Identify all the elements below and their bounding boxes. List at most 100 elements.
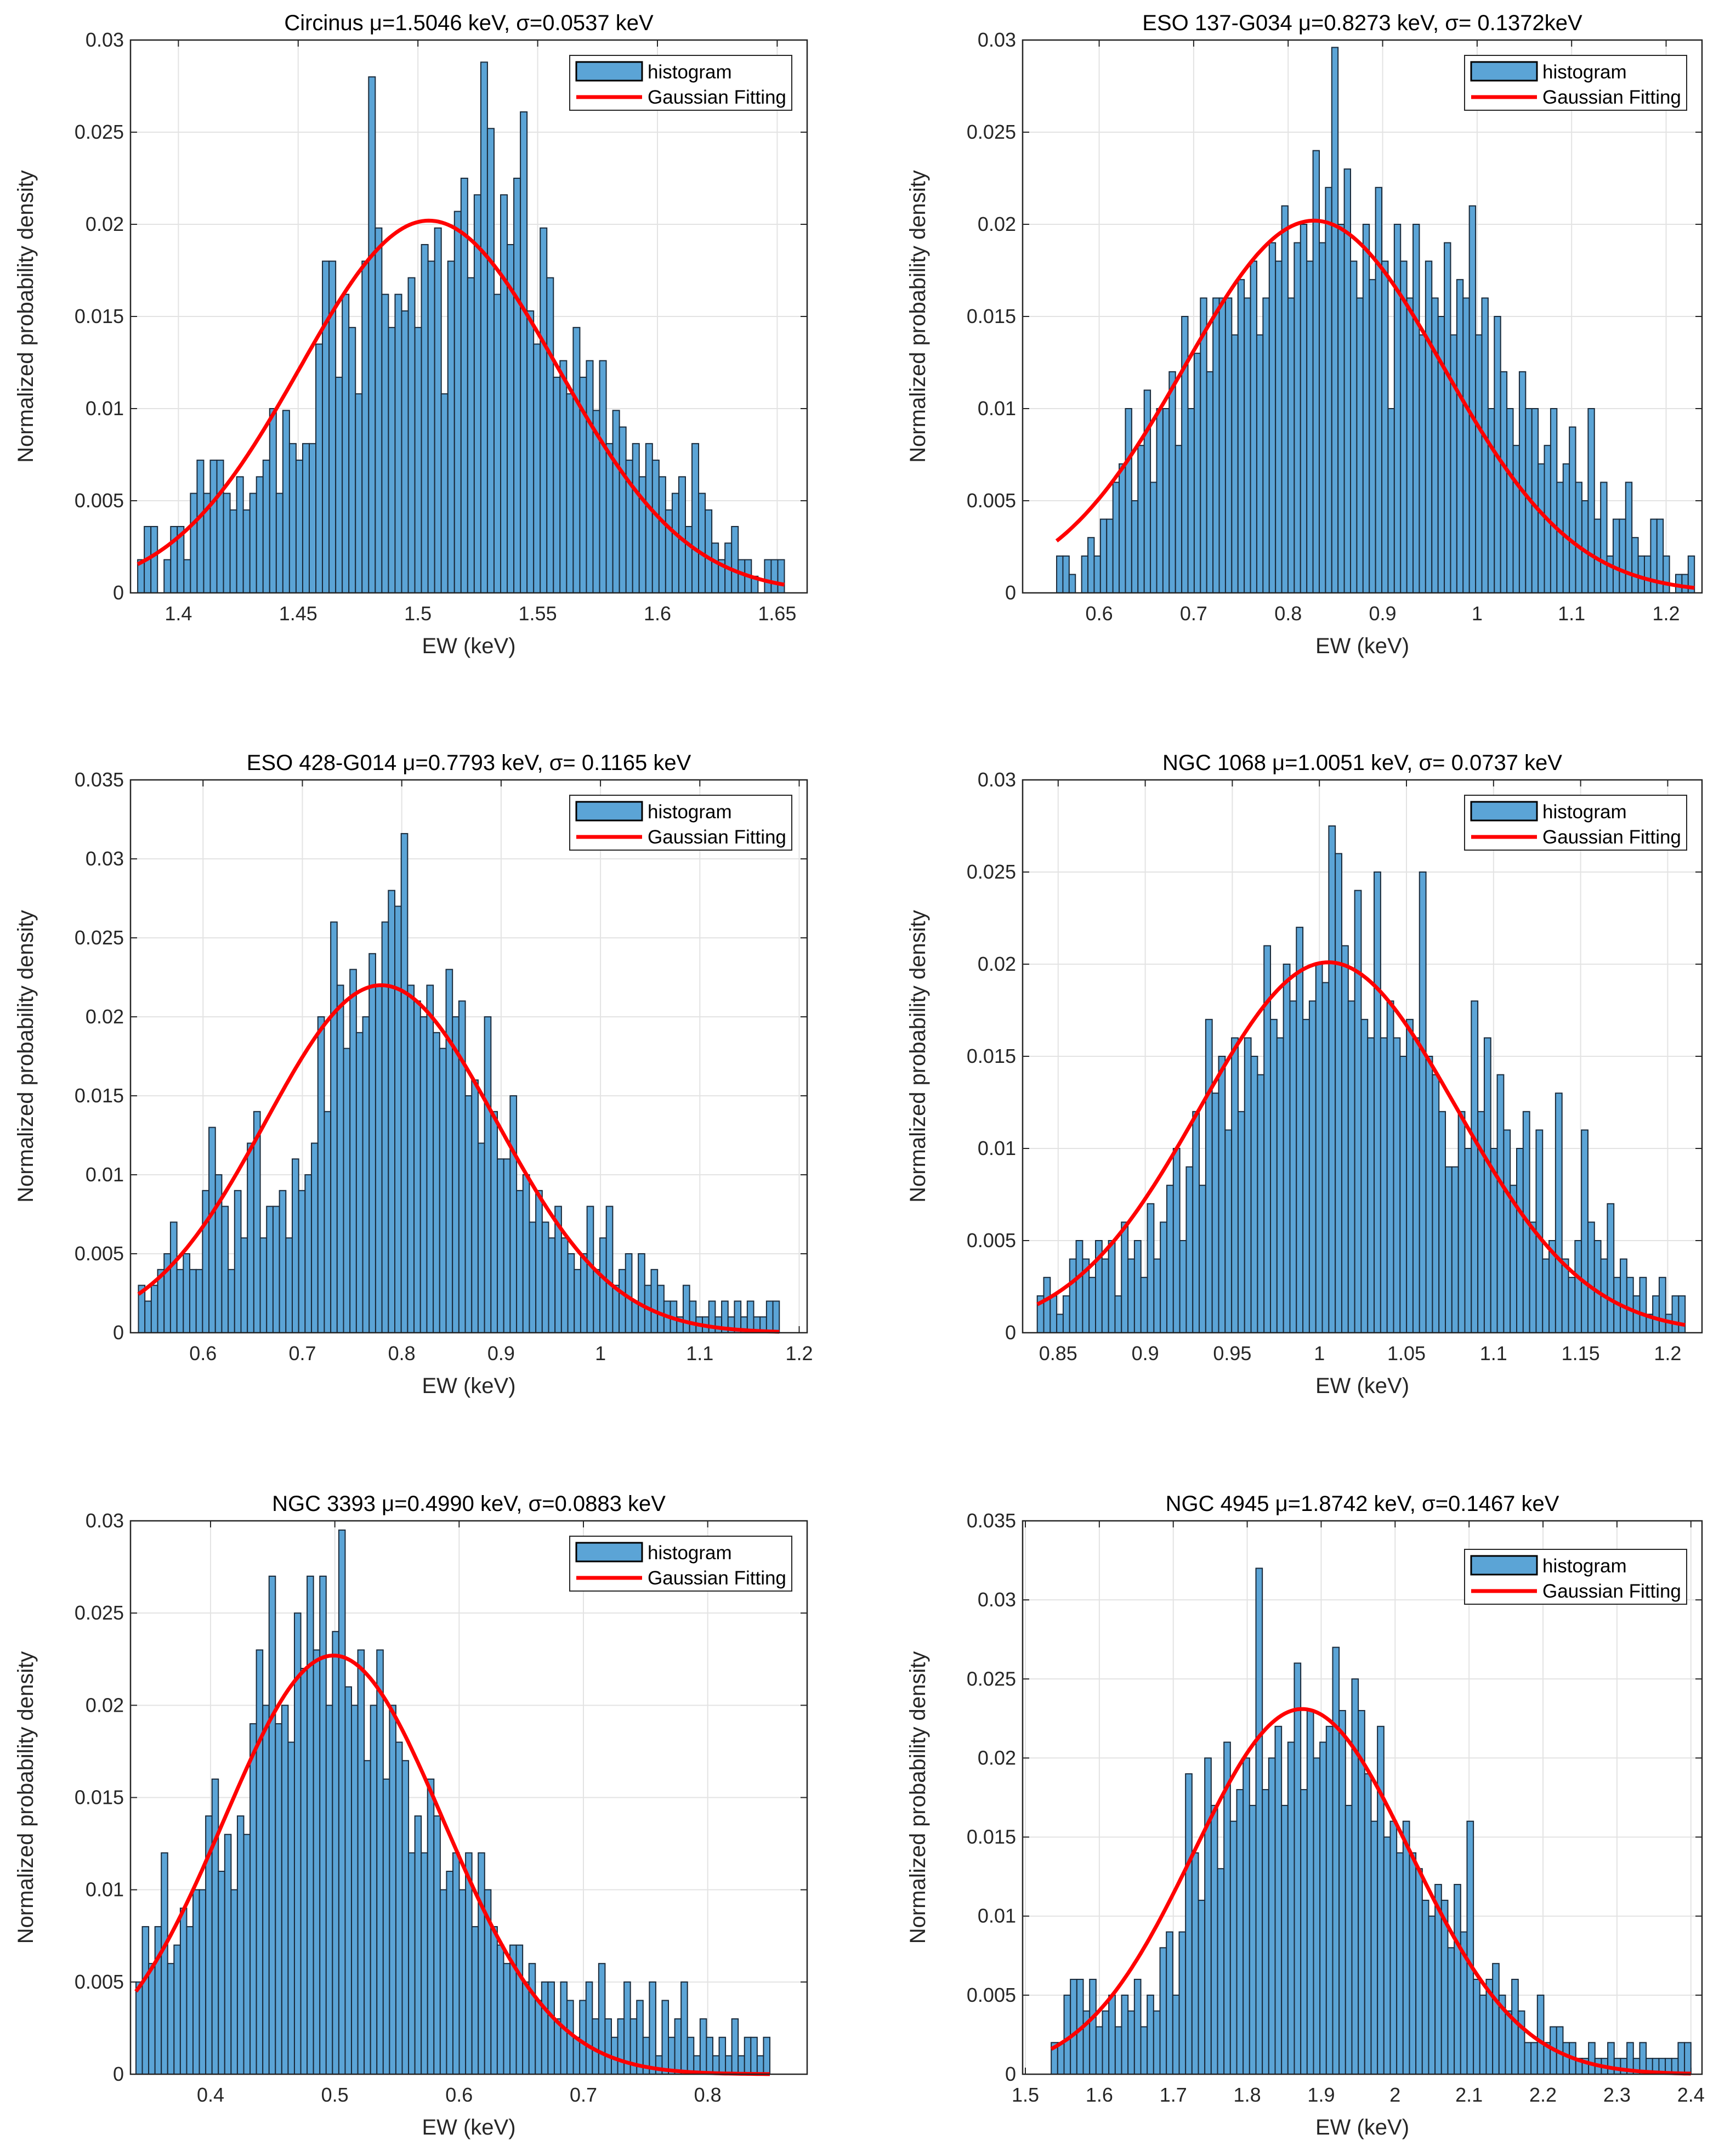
histogram-bar (1503, 1129, 1511, 1333)
histogram-bar (446, 1871, 453, 2075)
histogram-bar (161, 1852, 168, 2075)
histogram-bar (1677, 2042, 1686, 2075)
y-tick-label: 0 (1005, 1321, 1016, 1344)
histogram-bar (1425, 261, 1433, 593)
histogram-bar (497, 1158, 504, 1333)
x-tick-label: 1.05 (1387, 1342, 1426, 1365)
histogram-bar (1344, 1804, 1353, 2075)
legend-fit-label: Gaussian Fitting (1542, 827, 1681, 848)
x-tick-label: 2.3 (1603, 2084, 1631, 2106)
histogram-bar (1619, 518, 1626, 593)
histogram-bar (218, 1871, 225, 2075)
histogram-bar (1492, 1963, 1500, 2075)
histogram-bar (687, 2036, 695, 2075)
histogram-bar (1620, 1258, 1627, 1334)
legend-fit-label: Gaussian Fitting (648, 1567, 786, 1589)
histogram-bar (434, 227, 442, 594)
histogram-bar (202, 1190, 210, 1334)
histogram-bar (1237, 279, 1245, 593)
histogram-bar (645, 443, 653, 594)
histogram-bar (458, 1000, 466, 1333)
histogram-bar (1168, 371, 1176, 593)
y-tick-label: 0.01 (86, 1878, 124, 1901)
histogram-bar (1187, 408, 1195, 593)
y-tick-label: 0.01 (86, 1163, 124, 1186)
histogram-bar (699, 2018, 707, 2075)
histogram-bar (1350, 261, 1358, 593)
x-tick-label: 0.4 (197, 2084, 224, 2106)
y-tick-label: 0.005 (75, 1242, 124, 1265)
histogram-bar (1457, 1111, 1466, 1334)
histogram-bar (400, 833, 409, 1334)
y-tick-label: 0.015 (75, 305, 124, 327)
histogram-bar (1658, 1277, 1666, 1333)
histogram-bar (1387, 408, 1395, 593)
histogram-bar (381, 293, 389, 593)
histogram-bar (1369, 279, 1376, 593)
histogram-bar (599, 360, 607, 593)
histogram-bar (503, 1158, 511, 1333)
histogram-bar (1471, 1000, 1479, 1333)
histogram-bar (1419, 871, 1427, 1333)
axes-box (129, 39, 808, 594)
histogram-bar (1218, 1056, 1226, 1333)
histogram-bar (1237, 1111, 1245, 1334)
histogram-bar (1231, 1037, 1239, 1333)
histogram-bar (1512, 445, 1520, 593)
histogram-bar (1451, 1166, 1459, 1334)
histogram-bar (1294, 242, 1301, 594)
histogram-bar (1300, 1789, 1308, 2075)
histogram-bar (1581, 1129, 1589, 1333)
histogram-bar (1231, 334, 1239, 593)
histogram-bar (604, 2018, 612, 2075)
histogram-bar (496, 1944, 504, 2075)
histogram-bar (1070, 1979, 1077, 2075)
legend: histogram Gaussian Fitting (569, 795, 792, 851)
histogram-bar (1444, 242, 1451, 594)
histogram-bar (657, 1284, 665, 1334)
histogram-bar (1062, 555, 1070, 593)
histogram-bar (711, 542, 719, 594)
y-tick-label: 0.03 (86, 847, 124, 870)
histogram-bar (765, 1300, 774, 1333)
histogram-bar (256, 1649, 264, 2075)
histogram-bar (560, 1237, 569, 1333)
histogram-bar (325, 1705, 333, 2075)
x-tick-label: 2.1 (1455, 2084, 1483, 2106)
histogram-bar (520, 111, 528, 594)
histogram-bar (1089, 1979, 1097, 2075)
x-tick-label: 1 (595, 1342, 606, 1365)
legend-fit-label: Gaussian Fitting (1542, 1581, 1681, 1602)
histogram-bar (1121, 1221, 1129, 1333)
y-tick-label: 0.015 (967, 305, 1016, 327)
histogram-bar (1396, 1852, 1404, 2075)
histogram-bar (401, 310, 409, 593)
histogram-bar (1517, 2010, 1525, 2075)
histogram-bar (1464, 1148, 1472, 1333)
histogram-bar (1518, 371, 1527, 593)
histogram-bar (1445, 1166, 1453, 1334)
subplot-2: 0.6 0.7 0.8 0.9 1 1.1 1.2 0 0.005 0.01 0.015 0.02 0.… (14, 751, 813, 1398)
histogram-bar (1562, 463, 1570, 593)
histogram-bar (764, 559, 772, 594)
legend-histogram-label: histogram (648, 61, 732, 83)
histogram-bar (1588, 2042, 1596, 2075)
histogram-bar (439, 1048, 447, 1333)
histogram-bar (224, 1833, 232, 2075)
histogram-bar (471, 1926, 479, 2075)
histogram-bar (553, 2018, 561, 2075)
axes-box (129, 1520, 808, 2075)
histogram-bar (1306, 1710, 1314, 2075)
histogram-bar (1462, 297, 1470, 593)
x-tick-label: 0.8 (1274, 602, 1302, 625)
histogram-bar (1511, 1979, 1519, 2075)
histogram-bar (1487, 408, 1495, 593)
histogram-bar (559, 360, 568, 593)
histogram-bar (658, 476, 666, 593)
histogram-bar (471, 1079, 479, 1333)
histogram-bar (1568, 1277, 1576, 1333)
histogram-bar (319, 1575, 327, 2075)
histogram-bar (731, 2018, 739, 2075)
histogram-bar (186, 1926, 194, 2075)
histogram-bar (361, 261, 370, 593)
